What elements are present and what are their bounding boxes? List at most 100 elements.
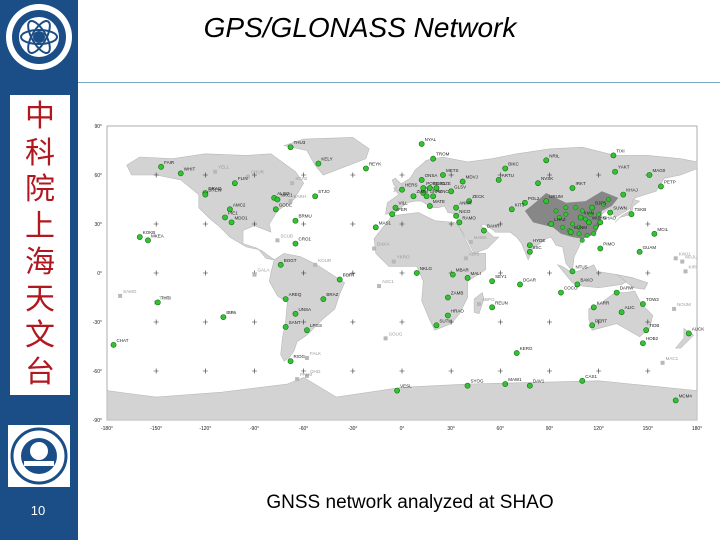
inactive-station-marker xyxy=(304,373,309,378)
inactive-station-marker xyxy=(673,256,678,261)
inactive-station-marker xyxy=(252,272,257,277)
station-marker xyxy=(110,341,117,348)
station-label: NICO xyxy=(459,209,471,214)
station-marker xyxy=(413,270,420,276)
station-label: SUWN xyxy=(613,206,627,211)
landmass-south-america xyxy=(268,253,345,362)
lat-tick-label: 30° xyxy=(94,222,102,228)
station-marker xyxy=(136,234,143,240)
inactive-station-marker xyxy=(213,169,218,174)
station-marker xyxy=(640,340,646,347)
station-marker xyxy=(672,397,679,404)
station-label: AUCK xyxy=(692,326,705,331)
grid-cross xyxy=(350,368,356,374)
station-marker xyxy=(363,165,369,172)
lat-tick-label: -30° xyxy=(93,320,102,326)
station-label: BJFS xyxy=(595,201,606,206)
shao-logo xyxy=(8,425,70,487)
lon-tick-label: 90° xyxy=(546,426,554,432)
station-marker xyxy=(430,155,437,162)
grid-cross xyxy=(596,368,602,374)
grid-cross xyxy=(448,319,454,325)
station-marker xyxy=(577,214,584,221)
station-marker xyxy=(535,180,541,187)
grid-cross xyxy=(153,319,159,325)
inactive-station-label: DAKA xyxy=(377,242,389,247)
station-label: MAW1 xyxy=(508,377,522,382)
lon-tick-label: -30° xyxy=(348,426,357,432)
station-label: PIE1 xyxy=(228,210,238,215)
grid-cross xyxy=(202,368,208,374)
station-marker xyxy=(508,206,515,213)
grid-cross xyxy=(448,221,454,227)
station-label: KERG xyxy=(520,346,533,351)
station-label: BAKO xyxy=(580,277,593,282)
china-station-marker xyxy=(584,232,590,238)
station-marker xyxy=(227,206,233,213)
grid-cross xyxy=(497,319,503,325)
lon-tick-label: -150° xyxy=(150,426,162,432)
station-marker xyxy=(489,304,496,311)
station-label: MAG0 xyxy=(652,168,665,173)
lon-tick-label: 0° xyxy=(400,426,405,432)
grid-cross xyxy=(153,368,159,374)
inactive-station-marker xyxy=(290,181,295,186)
inactive-station-label: ASC1 xyxy=(382,279,394,284)
station-label: SHAO xyxy=(603,215,616,220)
station-label: NVSK xyxy=(541,176,553,181)
station-label: REUN xyxy=(495,300,508,305)
station-label: AREQ xyxy=(289,292,302,297)
station-marker xyxy=(526,248,533,255)
station-marker xyxy=(481,227,487,234)
station-marker xyxy=(640,301,646,307)
station-label: DGAR xyxy=(523,277,537,282)
station-marker xyxy=(426,185,433,191)
station-marker xyxy=(158,163,164,170)
station-marker xyxy=(320,296,327,303)
lat-tick-label: 0° xyxy=(97,271,102,277)
station-marker xyxy=(277,261,284,268)
station-label: KARR xyxy=(597,300,610,305)
inactive-station-marker xyxy=(313,262,318,267)
station-marker xyxy=(154,299,161,306)
grid-cross xyxy=(547,270,552,276)
grid-cross xyxy=(301,172,307,178)
station-marker xyxy=(620,191,627,198)
grid-cross xyxy=(497,368,503,374)
vertical-char: 海 xyxy=(25,245,55,281)
station-marker xyxy=(336,276,343,283)
grid-cross xyxy=(202,319,208,325)
china-station-marker xyxy=(579,237,585,243)
station-marker xyxy=(444,312,451,319)
station-marker xyxy=(585,219,592,226)
china-station-marker xyxy=(573,205,579,211)
station-marker xyxy=(292,240,299,247)
landmass-new-guinea xyxy=(616,274,649,290)
inactive-station-marker xyxy=(680,259,685,264)
inactive-station-label: BRFT xyxy=(343,273,355,278)
inactive-station-marker xyxy=(245,174,250,179)
china-station-marker xyxy=(560,224,566,230)
station-marker xyxy=(502,381,509,387)
inactive-station-marker xyxy=(275,238,280,243)
grid-cross xyxy=(153,221,159,227)
station-label: MCIL xyxy=(657,227,668,232)
station-marker xyxy=(466,198,473,205)
station-label: MALI xyxy=(471,271,482,276)
china-station-marker xyxy=(563,211,569,217)
station-label: GODE xyxy=(279,202,292,207)
station-marker xyxy=(453,204,459,211)
station-label: MKEA xyxy=(151,233,164,238)
inactive-station-label: SCH2 xyxy=(295,176,308,181)
station-label: HYDE xyxy=(533,238,546,243)
lat-tick-label: -60° xyxy=(93,369,102,375)
station-marker xyxy=(231,180,238,187)
lon-tick-label: 180° xyxy=(692,426,702,432)
station-label: LHAZ xyxy=(554,217,566,222)
station-label: ZAMB xyxy=(451,291,464,296)
station-marker xyxy=(628,211,635,218)
lon-tick-label: 150° xyxy=(643,426,653,432)
inactive-station-marker xyxy=(391,259,396,264)
station-label: KHAJ xyxy=(626,188,638,193)
station-marker xyxy=(495,177,502,183)
